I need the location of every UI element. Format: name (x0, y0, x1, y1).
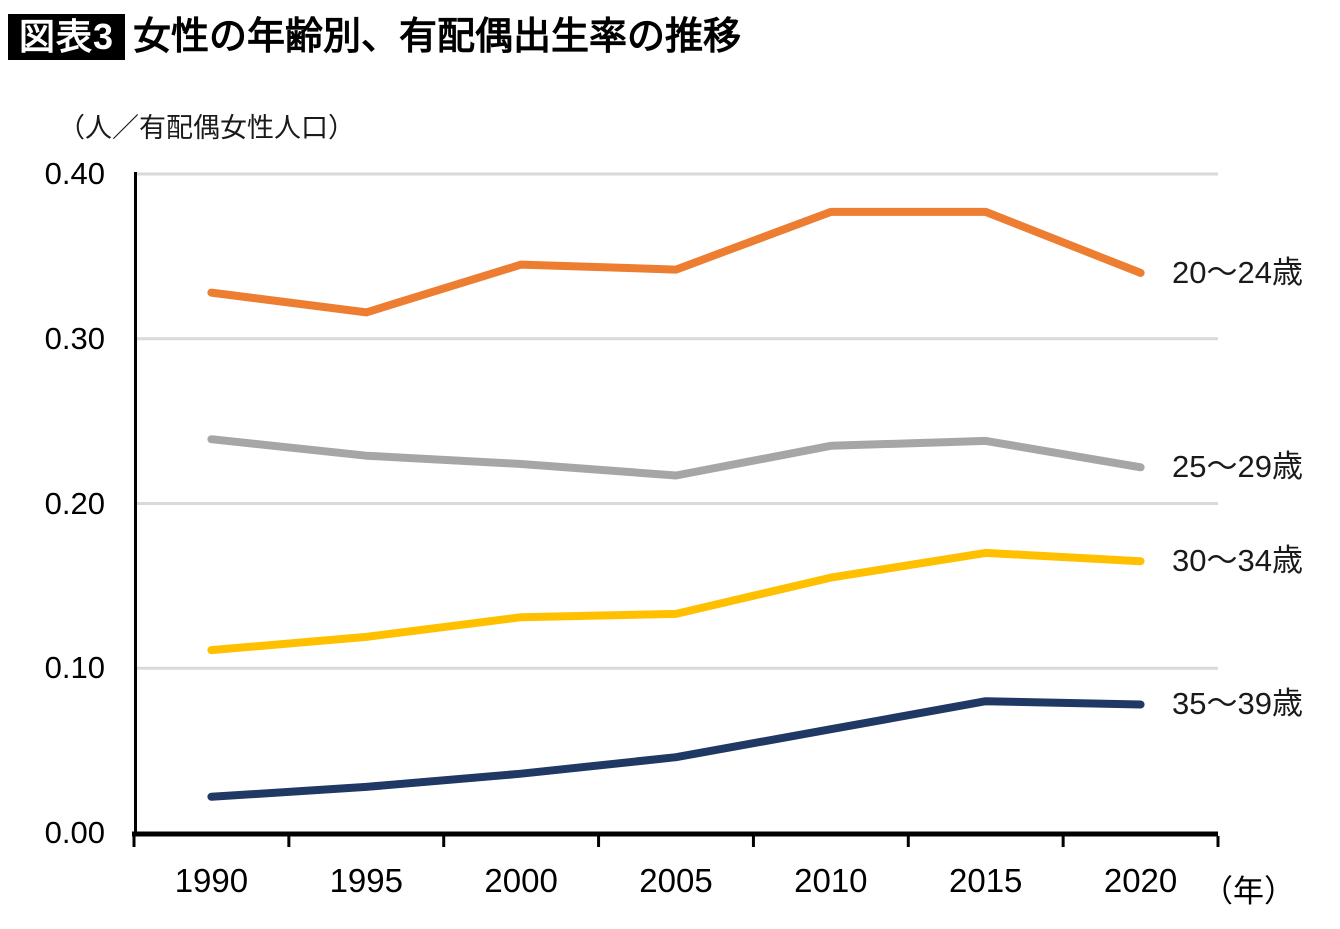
x-tick-label: 2015 (948, 862, 1023, 899)
x-tick-label: 2010 (794, 862, 868, 899)
x-tick-label: 2020 (1103, 862, 1178, 899)
series-line (207, 548, 1145, 655)
y-tick-label: 0.30 (44, 320, 105, 356)
figure-badge: 図表3 (8, 14, 126, 60)
x-axis-unit-label: （年） (1202, 874, 1295, 909)
x-tick-label: 2000 (484, 862, 558, 899)
y-tick-label: 0.40 (44, 156, 105, 191)
y-tick-label: 0.00 (44, 815, 105, 850)
x-tick-label: 1990 (174, 862, 249, 899)
legend-label: 35〜39歳 (1172, 686, 1303, 722)
legend-label: 20〜24歳 (1172, 254, 1303, 290)
series-line (207, 435, 1145, 480)
y-axis-unit-label: （人／有配偶女性人口） (58, 113, 355, 143)
page-title: 女性の年齢別、有配偶出生率の推移 (133, 16, 742, 58)
legend-label: 30〜34歳 (1172, 543, 1303, 579)
legend-label: 25〜29歳 (1172, 449, 1303, 485)
x-tick-label: 1995 (329, 862, 403, 899)
series-line (207, 207, 1145, 317)
y-tick-label: 0.10 (44, 650, 105, 686)
x-tick-label: 2005 (639, 862, 713, 899)
series-line (207, 697, 1145, 801)
title-row: 図表3 女性の年齢別、有配偶出生率の推移 (8, 14, 741, 60)
y-tick-label: 0.20 (44, 485, 105, 521)
